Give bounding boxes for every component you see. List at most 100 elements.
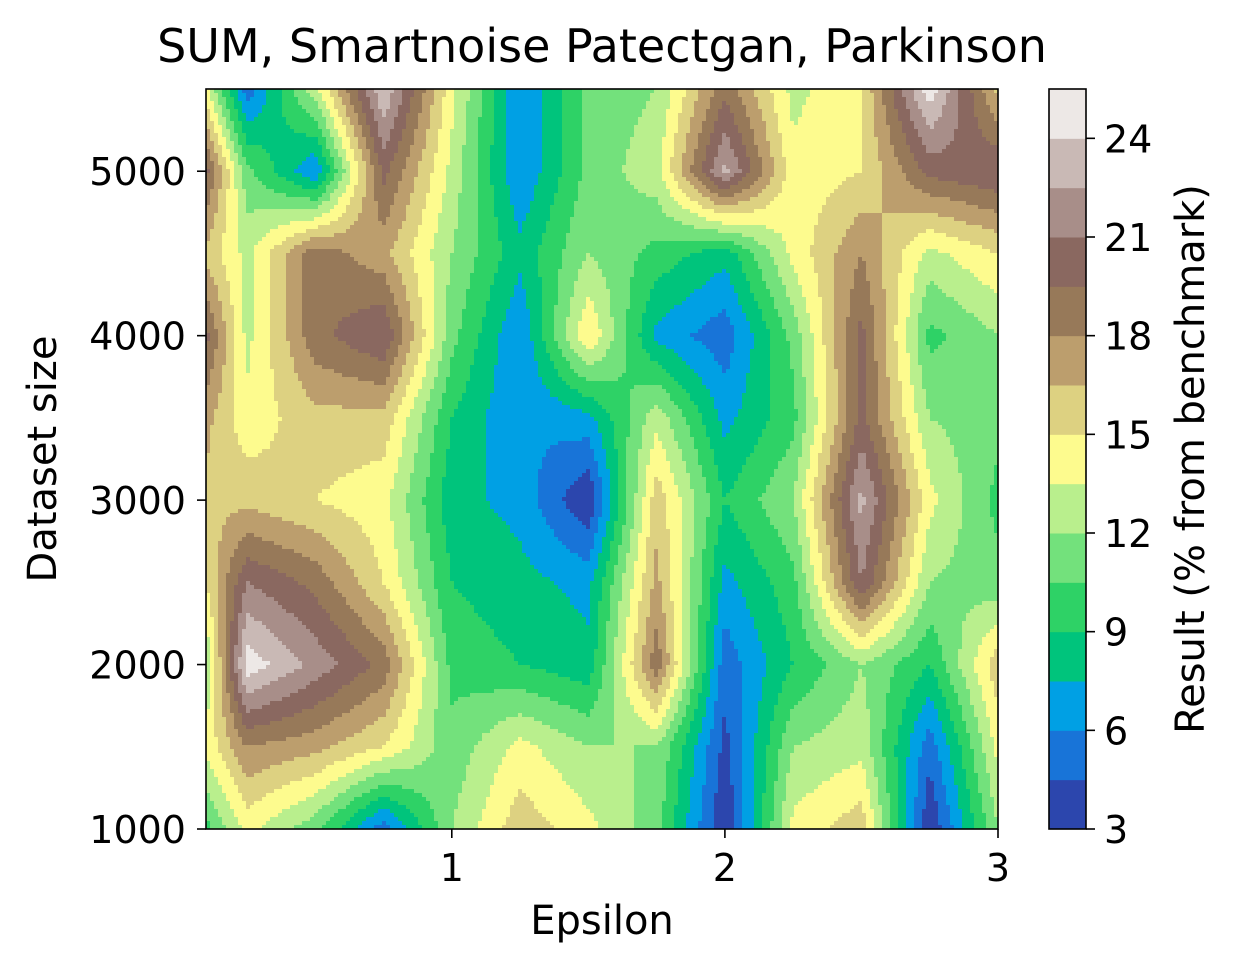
contour-cell: [814, 365, 827, 370]
contour-cell: [206, 457, 383, 462]
contour-cell: [562, 497, 595, 502]
contour-cell: [770, 381, 795, 386]
contour-cell: [694, 549, 703, 554]
contour-cell: [398, 349, 411, 354]
contour-cell: [666, 513, 683, 518]
contour-cell: [230, 117, 239, 122]
contour-cell: [566, 489, 595, 494]
contour-cell: [834, 321, 847, 326]
contour-cell: [606, 573, 615, 578]
contour-cell: [530, 209, 551, 214]
contour-cell: [386, 585, 403, 590]
contour-cell: [862, 509, 875, 514]
contour-cell: [894, 473, 907, 478]
contour-cell: [414, 141, 427, 146]
contour-cell: [866, 377, 879, 382]
contour-cell: [682, 501, 695, 506]
contour-cell: [498, 265, 539, 270]
contour-cell: [958, 541, 998, 546]
contour-cell: [734, 337, 755, 342]
contour-cell: [770, 145, 783, 150]
contour-cell: [234, 409, 279, 414]
contour-cell: [698, 141, 711, 146]
contour-cell: [954, 449, 998, 454]
contour-cell: [842, 581, 855, 586]
contour-cell: [930, 481, 963, 486]
contour-cell: [242, 285, 255, 290]
contour-cell: [714, 557, 759, 562]
contour-cell: [914, 93, 927, 98]
contour-cell: [918, 473, 931, 478]
contour-cell: [826, 537, 839, 542]
contour-cell: [242, 121, 287, 126]
contour-cell: [742, 469, 775, 474]
contour-cell: [246, 97, 251, 102]
contour-cell: [478, 137, 495, 142]
contour-cell: [750, 249, 771, 254]
contour-cell: [390, 137, 403, 142]
contour-cell: [846, 341, 859, 346]
contour-cell: [834, 533, 847, 538]
contour-cell: [670, 425, 691, 430]
contour-cell: [982, 281, 998, 286]
contour-cell: [438, 133, 451, 138]
contour-cell: [706, 217, 819, 222]
contour-cell: [874, 353, 887, 358]
contour-cell: [402, 453, 415, 458]
contour-cell: [846, 405, 859, 410]
contour-cell: [702, 129, 715, 134]
contour-cell: [226, 193, 239, 198]
contour-cell: [662, 149, 675, 154]
contour-cell: [750, 329, 771, 334]
contour-cell: [658, 405, 679, 410]
contour-cell: [358, 177, 367, 182]
contour-cell: [962, 305, 998, 310]
contour-cell: [270, 325, 287, 330]
contour-cell: [882, 189, 923, 194]
contour-cell: [238, 209, 247, 214]
contour-cell: [686, 149, 695, 154]
contour-cell: [786, 249, 811, 254]
contour-cell: [938, 501, 963, 506]
contour-cell: [214, 169, 223, 174]
contour-cell: [610, 301, 631, 306]
contour-cell: [886, 365, 899, 370]
contour-cell: [606, 285, 631, 290]
contour-cell: [210, 445, 243, 450]
contour-cell: [790, 101, 807, 106]
contour-cell: [314, 529, 363, 534]
contour-cell: [522, 221, 547, 226]
contour-cell: [886, 449, 899, 454]
contour-cell: [662, 385, 683, 390]
contour-cell: [702, 553, 715, 558]
contour-cell: [834, 301, 851, 306]
contour-cell: [494, 193, 511, 198]
contour-cell: [622, 577, 635, 582]
contour-cell: [634, 269, 671, 274]
contour-cell: [406, 353, 419, 358]
contour-cell: [582, 157, 627, 162]
contour-cell: [422, 345, 435, 350]
contour-cell: [242, 153, 271, 158]
contour-cell: [802, 345, 815, 350]
contour-cell: [354, 517, 391, 522]
contour-cell: [878, 361, 887, 366]
contour-cell: [422, 317, 435, 322]
contour-cell: [242, 173, 255, 178]
contour-cell: [646, 561, 655, 566]
contour-cell: [478, 217, 499, 222]
contour-cell: [842, 485, 851, 490]
contour-cell: [698, 449, 715, 454]
contour-cell: [918, 361, 998, 366]
contour-cell: [758, 261, 775, 266]
contour-cell: [614, 537, 623, 542]
contour-cell: [954, 137, 987, 142]
contour-cell: [498, 229, 519, 234]
contour-cell: [426, 329, 435, 334]
contour-cell: [682, 557, 691, 562]
contour-cell: [462, 397, 491, 402]
contour-cell: [386, 181, 399, 186]
contour-cell: [726, 433, 763, 438]
contour-cell: [646, 553, 655, 558]
contour-cell: [358, 121, 367, 126]
